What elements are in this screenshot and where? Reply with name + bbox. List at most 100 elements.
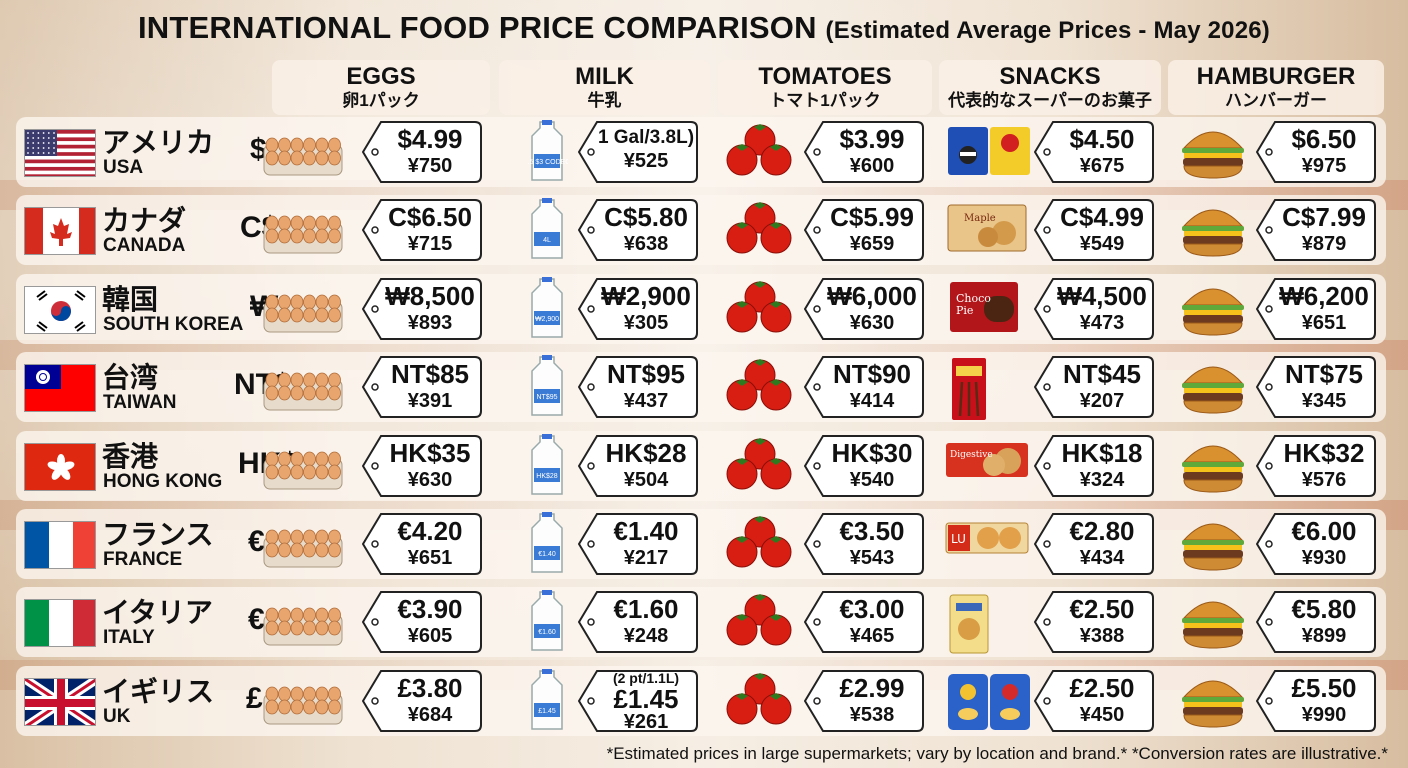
price-tag-text: ₩2,900 ¥305	[578, 278, 698, 340]
price-tag-text: €3.50 ¥543	[804, 513, 924, 575]
price-tag-text: C$5.80 ¥638	[578, 199, 698, 261]
price-tag	[1034, 121, 1154, 183]
price-tag	[1034, 513, 1154, 575]
price-local: HK$32	[1283, 437, 1365, 468]
price-local: ₩2,900	[601, 280, 691, 311]
hamburger-icon	[1178, 436, 1248, 501]
price-tag-text: C$7.99 ¥879	[1256, 199, 1376, 261]
tomatoes-icon	[722, 671, 798, 736]
price-yen: ¥248	[623, 625, 669, 648]
price-yen: ¥930	[1301, 547, 1347, 569]
price-local: NT$95	[606, 359, 686, 390]
price-tag-text: €4.20 ¥651	[362, 513, 482, 575]
hamburger-icon	[1178, 592, 1248, 657]
price-tag	[1256, 121, 1376, 183]
price-local: €1.60	[613, 594, 679, 625]
column-header-en: EGGS	[346, 63, 416, 90]
canada-flag-icon	[24, 207, 96, 256]
france-flag-icon	[24, 521, 96, 569]
price-tag-text: HK$28 ¥504	[578, 435, 698, 497]
price-yen: ¥899	[1301, 625, 1347, 648]
price-tag-text: C$5.99 ¥659	[804, 199, 924, 261]
country-name-jp: イギリス	[102, 675, 215, 707]
price-yen: ¥345	[1301, 390, 1347, 413]
country-row-italy: イタリア ITALY € €3.90 ¥605 €1.60 €1.60 ¥248 €3.00 ¥4…	[16, 587, 1386, 658]
price-local: €3.00	[839, 594, 905, 625]
tomatoes-icon	[722, 592, 798, 657]
country-name-en: ITALY	[103, 627, 155, 649]
price-tag	[804, 434, 924, 497]
price-yen: ¥450	[1079, 703, 1125, 726]
country-name-en: USA	[103, 157, 144, 178]
price-tag	[578, 513, 698, 575]
price-local: HK$30	[831, 437, 913, 468]
price-local: C$5.99	[830, 202, 914, 233]
price-tag	[362, 434, 482, 497]
snacks-icon: LU	[944, 513, 1030, 568]
price-local: NT$75	[1284, 359, 1364, 390]
price-tag	[804, 669, 924, 732]
svg-text:Digestive: Digestive	[950, 450, 993, 460]
price-tag-text: £2.99 ¥538	[804, 670, 924, 732]
price-local: $3.99	[839, 124, 905, 154]
price-local: £5.50	[1291, 672, 1357, 703]
price-yen: ¥261	[623, 710, 669, 733]
price-local: €3.50	[839, 516, 905, 546]
price-local: €1.40	[613, 516, 679, 546]
svg-text:₩2,900: ₩2,900	[535, 316, 559, 323]
snacks-icon	[944, 591, 994, 662]
taiwan-flag-icon	[24, 364, 96, 413]
hongkong-flag-icon	[24, 442, 96, 491]
country-name-en: HONG KONG	[103, 470, 223, 492]
column-header-hamburger: HAMBURGER ハンバーガー	[1168, 60, 1384, 115]
price-tag	[1034, 356, 1154, 419]
price-tag-text: HK$32 ¥576	[1256, 435, 1376, 497]
price-tag-text: €5.80 ¥899	[1256, 591, 1376, 653]
price-yen: ¥543	[849, 547, 895, 569]
currency-symbol: €	[248, 603, 265, 637]
hamburger-icon	[1178, 357, 1248, 422]
price-tag-text: NT$85 ¥391	[362, 356, 482, 418]
price-local: C$6.50	[388, 202, 472, 233]
price-yen: ¥630	[407, 468, 453, 491]
price-tag	[1034, 434, 1154, 497]
price-local: HK$18	[1061, 437, 1143, 468]
eggs-icon	[262, 203, 344, 262]
usa-flag-icon	[24, 129, 96, 177]
price-tag	[804, 356, 924, 419]
price-yen: ¥388	[1079, 625, 1125, 648]
column-header-tomatoes: TOMATOES トマト1パック	[718, 60, 932, 115]
price-tag	[578, 121, 698, 183]
svg-text:£1.45: £1.45	[538, 708, 556, 715]
price-tag-text: NT$75 ¥345	[1256, 356, 1376, 418]
milk-icon: ₩2,900	[528, 276, 568, 346]
price-tag-text: £2.50 ¥450	[1034, 670, 1154, 732]
price-tag-text: $4.99 ¥750	[362, 121, 482, 183]
price-tag-text: £5.50 ¥990	[1256, 670, 1376, 732]
price-yen: ¥525	[623, 150, 669, 172]
price-yen: ¥549	[1079, 233, 1125, 256]
country-name-en: SOUTH KOREA	[103, 313, 244, 335]
price-yen: ¥504	[623, 468, 669, 491]
price-tag-text: €2.50 ¥388	[1034, 591, 1154, 653]
tomatoes-icon	[722, 122, 798, 187]
price-local: ₩6,200	[1279, 280, 1369, 311]
country-name-jp: アメリカ	[102, 127, 215, 158]
milk-icon: NT$95	[528, 355, 568, 424]
country-name-jp: 香港	[102, 440, 159, 472]
price-yen: ¥893	[407, 311, 453, 334]
price-local: $6.50	[1291, 124, 1357, 154]
price-tag	[1034, 591, 1154, 654]
price-tag	[362, 591, 482, 654]
eggs-icon	[262, 517, 344, 576]
svg-text:Maple: Maple	[964, 213, 996, 224]
price-tag-text: ₩6,200 ¥651	[1256, 278, 1376, 340]
eggs-icon	[262, 674, 344, 733]
price-local: $4.50	[1069, 124, 1135, 154]
column-header-en: HAMBURGER	[1196, 63, 1356, 90]
price-local: C$7.99	[1282, 202, 1366, 233]
snacks-icon: Digestive	[944, 435, 1030, 490]
hamburger-icon	[1178, 671, 1248, 736]
country-row-canada: カナダ CANADA C$ C$6.50 ¥715 4L C$5.80 ¥638 C$5.99 ¥…	[16, 195, 1386, 266]
